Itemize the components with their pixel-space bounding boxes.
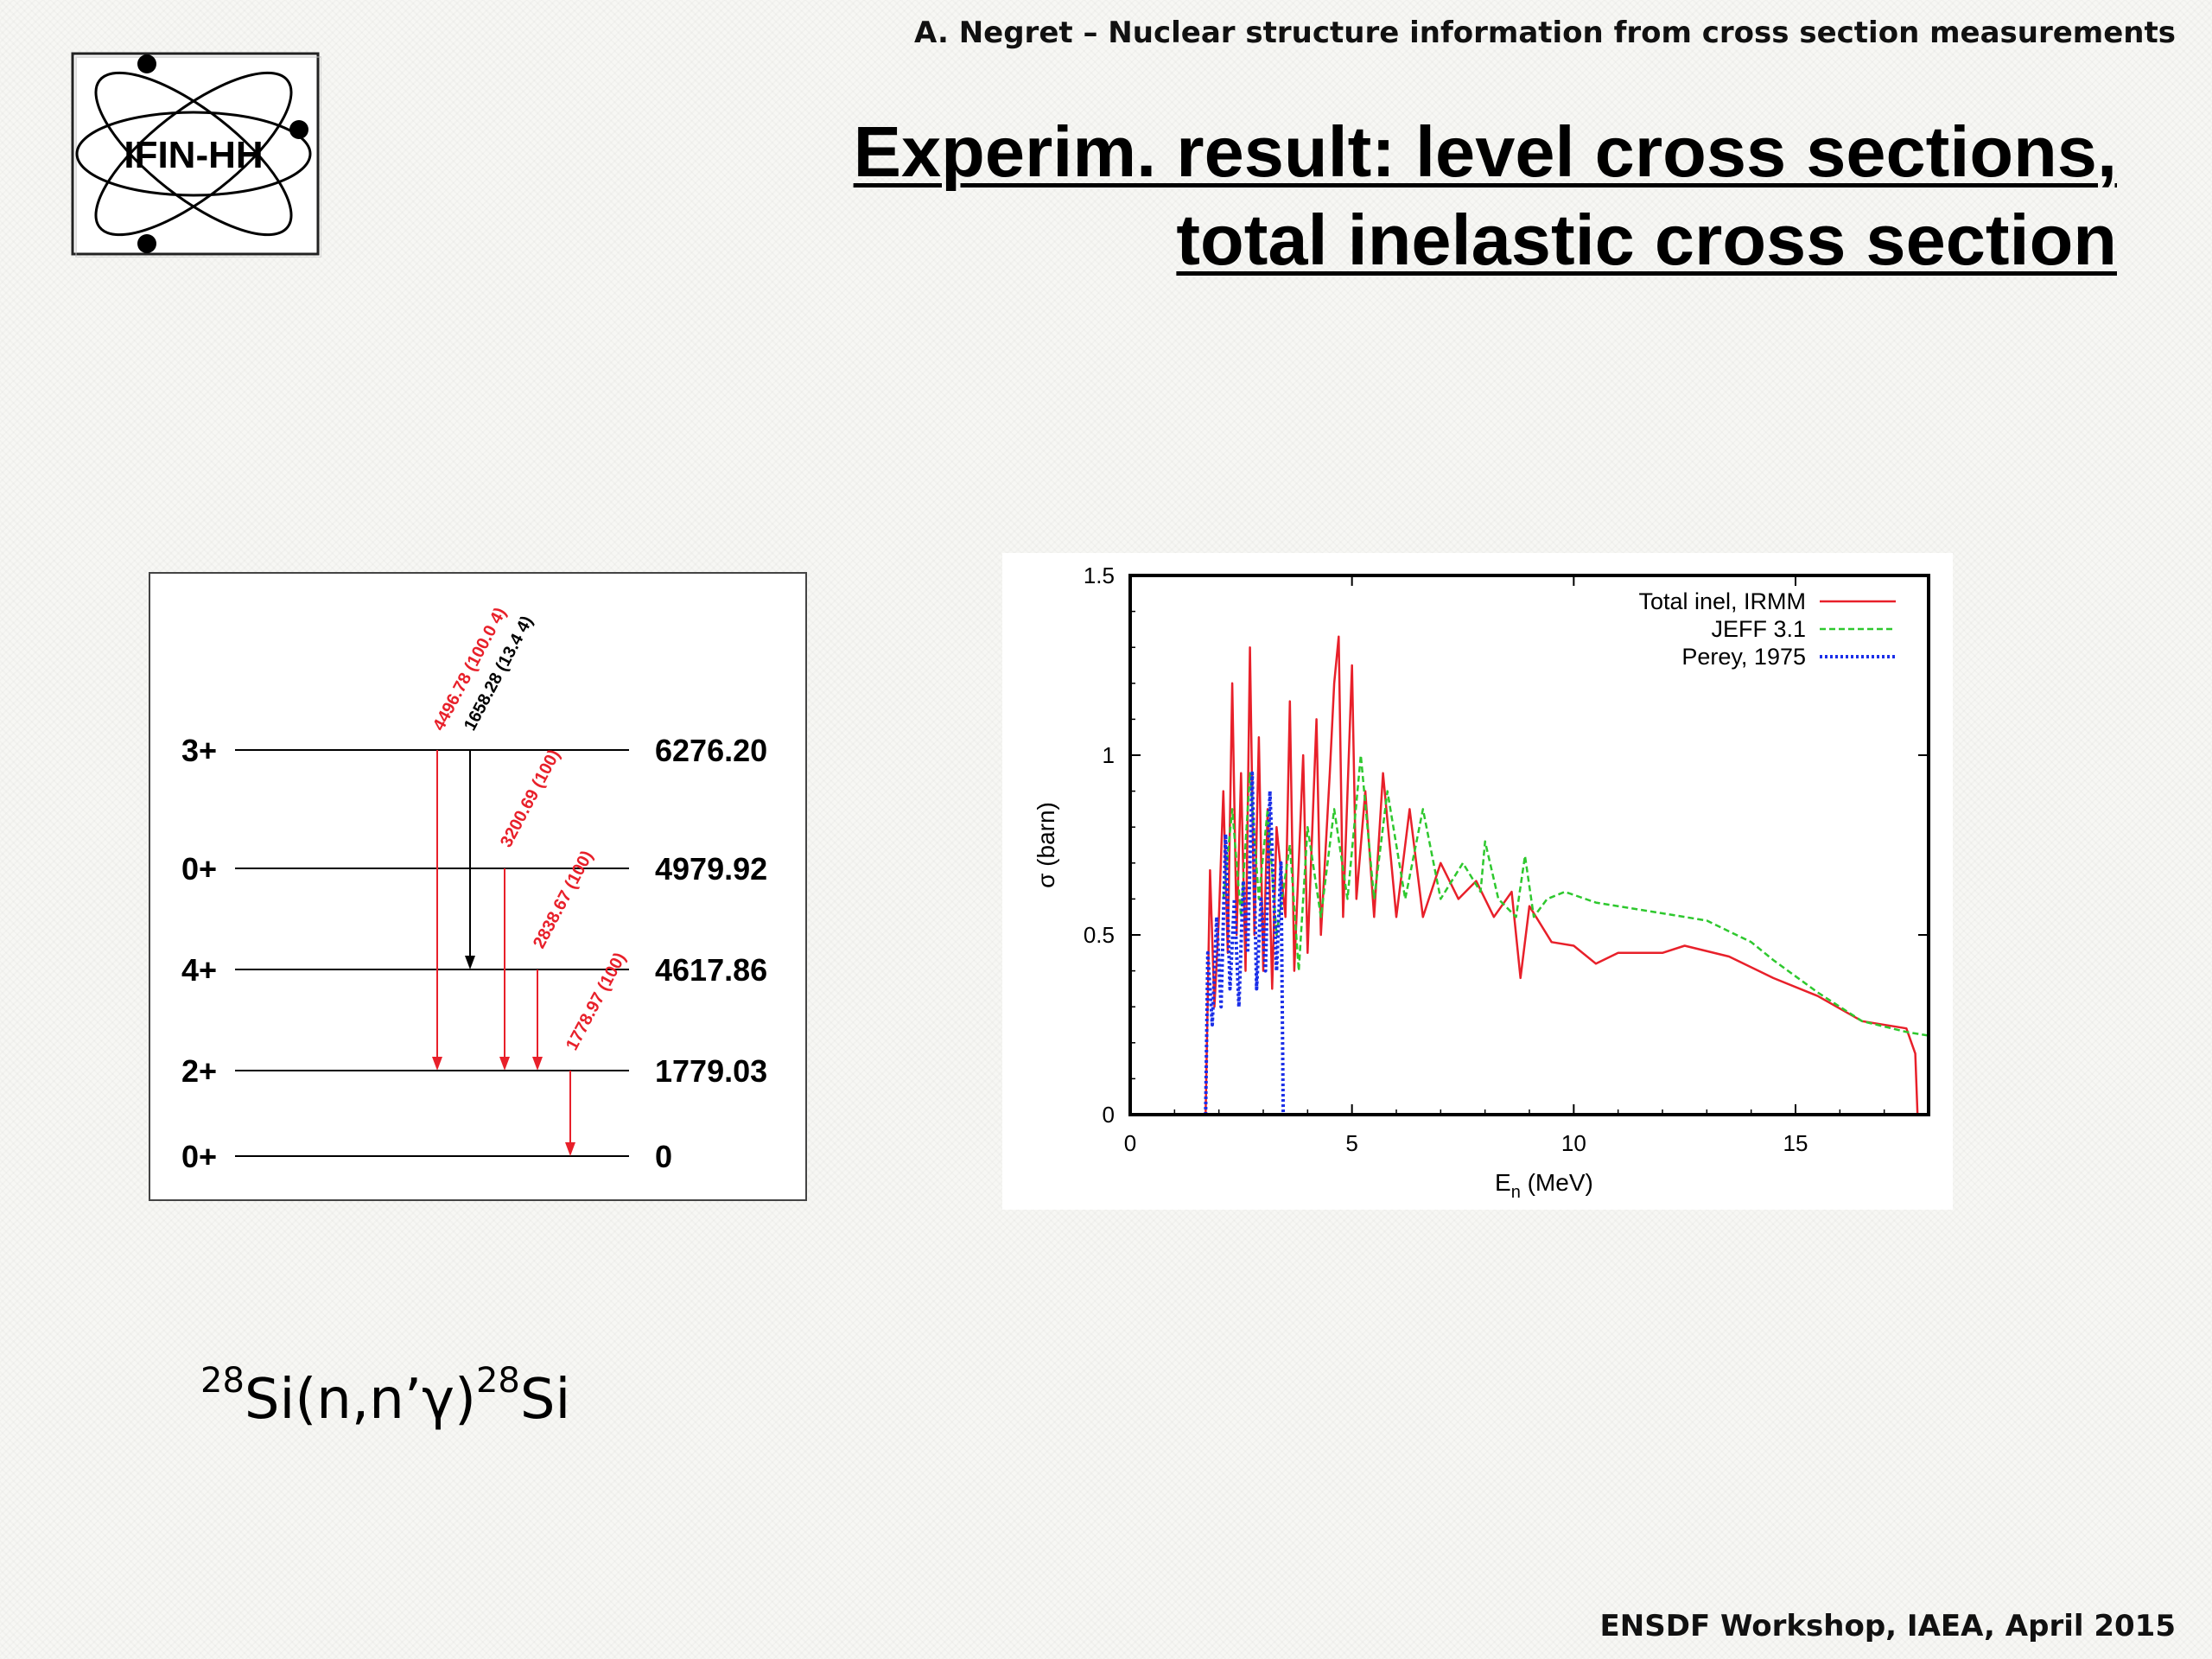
x-axis-label: En (MeV) (1495, 1169, 1593, 1202)
y-axis-label: σ (barn) (1033, 802, 1059, 888)
x-tick-label: 15 (1783, 1130, 1808, 1156)
ifin-hh-logo: IFIN-HH (71, 52, 322, 258)
level-energy: 4979.92 (655, 851, 767, 887)
y-tick-label: 0 (1103, 1102, 1115, 1128)
cross-section-chart: 0 5 10 15 0 0.5 1 1.5 En (MeV) σ (barn) Total ine… (1002, 553, 1953, 1210)
series-line-2 (1222, 753, 1929, 1037)
legend-label: Perey, 1975 (1681, 644, 1806, 670)
series-line-3 (1204, 771, 1286, 1116)
level-spin: 0+ (181, 1139, 217, 1174)
x-tick-label: 0 (1124, 1130, 1136, 1156)
series-line-1 (1205, 635, 1919, 1116)
x-tick-label: 5 (1345, 1130, 1357, 1156)
legend-label: JEFF 3.1 (1711, 616, 1806, 642)
level-energy: 6276.20 (655, 733, 767, 768)
reaction-body: Si(n,n’γ) (244, 1368, 476, 1432)
level-energy: 1779.03 (655, 1053, 767, 1089)
legend-label: Total inel, IRMM (1638, 588, 1806, 614)
transition-arrowhead (465, 956, 475, 969)
mass-number-b: 28 (475, 1361, 520, 1401)
transition-arrowhead (565, 1142, 575, 1156)
level-spin: 0+ (181, 851, 217, 887)
reaction-product: Si (519, 1368, 571, 1432)
y-tick-label: 1 (1103, 742, 1115, 768)
y-tick-label: 0.5 (1084, 922, 1115, 948)
transition-arrowhead (499, 1057, 510, 1071)
transition-arrowhead (532, 1057, 543, 1071)
level-spin: 4+ (181, 952, 217, 988)
mass-number-a: 28 (200, 1361, 245, 1401)
level-energy: 0 (655, 1139, 672, 1174)
author-header: A. Negret – Nuclear structure informatio… (914, 16, 2176, 50)
x-tick-label: 10 (1561, 1130, 1586, 1156)
level-spin: 3+ (181, 733, 217, 768)
reaction-label: 28Si(n,n’γ)28Si (200, 1361, 570, 1432)
transition-arrowhead (432, 1057, 442, 1071)
title-line-2: total inelastic cross section (1176, 200, 2117, 280)
level-scheme: 3+ 6276.20 0+ 4979.92 4+ 4617.86 2+ 1779.03 0+ 0 … (149, 572, 809, 1203)
level-spin: 2+ (181, 1053, 217, 1089)
slide-title: Experim. result: level cross sections, t… (854, 108, 2117, 284)
logo-text: IFIN-HH (124, 134, 263, 176)
y-tick-label: 1.5 (1084, 563, 1115, 588)
footer-text: ENSDF Workshop, IAEA, April 2015 (1599, 1609, 2176, 1643)
title-line-1: Experim. result: level cross sections, (853, 111, 2117, 192)
level-energy: 4617.86 (655, 952, 767, 988)
